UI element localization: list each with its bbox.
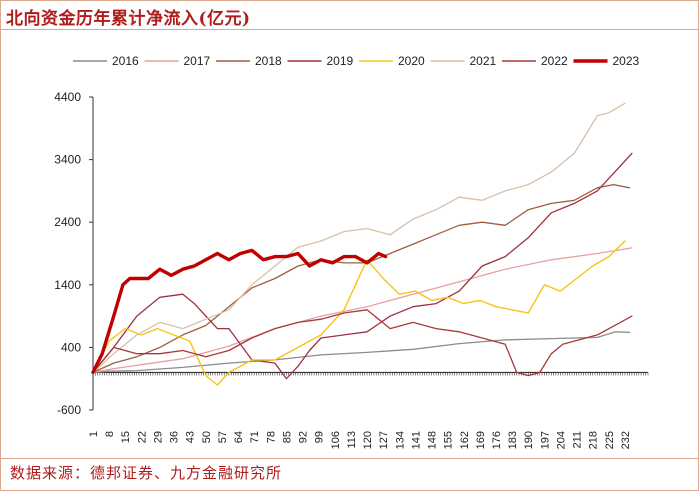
y-tick-label: 400 [61,340,81,354]
x-tick-label: 85 [281,431,293,443]
source-divider [0,458,699,459]
legend-label-2022: 2022 [541,54,568,68]
x-tick-label: 169 [475,431,487,449]
x-tick-label: 204 [555,431,567,449]
x-tick-label: 1 [88,431,100,437]
x-tick-label: 162 [459,431,471,449]
x-tick-label: 29 [152,431,164,443]
x-tick-label: 8 [104,431,116,437]
x-tick-label: 106 [330,431,342,449]
x-tick-label: 197 [539,431,551,449]
title-divider [0,29,699,30]
x-tick-label: 99 [314,431,326,443]
x-tick-label: 71 [249,431,261,443]
x-tick-label: 78 [265,431,277,443]
y-axis: -600 400 1400 2400 3400 4400 [54,90,94,417]
x-tick-label: 155 [443,431,455,449]
legend-label-2017: 2017 [184,54,211,68]
y-tick-label: -600 [57,403,81,417]
series-line-2021 [92,102,626,374]
x-tick-label: 127 [378,431,390,449]
x-tick-label: 148 [427,431,439,449]
series-line-2018 [92,183,631,374]
x-tick-label: 22 [136,431,148,443]
series-line-2022 [92,309,633,377]
legend: 2016 2017 2018 2019 2020 2021 2022 2023 [73,54,640,68]
x-axis: 1 8 15 22 29 36 43 50 57 64 71 78 85 92 99 106 113 120 127… [88,371,649,449]
x-tick-label: 225 [604,431,616,449]
x-tick-label: 141 [410,431,422,449]
y-tick-label: 3400 [54,153,81,167]
legend-label-2018: 2018 [255,54,282,68]
series-line-2017 [92,247,633,374]
legend-label-2020: 2020 [398,54,425,68]
series-line-2023 [91,248,388,375]
x-tick-label: 218 [588,431,600,449]
x-tick-label: 92 [298,431,310,443]
legend-label-2019: 2019 [327,54,354,68]
y-tick-label: 2400 [54,215,81,229]
series-line-2019 [92,152,633,380]
x-tick-label: 232 [620,431,632,449]
chart-title: 北向资金历年累计净流入(亿元) [6,9,251,29]
x-tick-label: 176 [491,431,503,449]
series-lines [91,102,633,386]
legend-label-2021: 2021 [470,54,497,68]
x-tick-label: 113 [346,431,358,449]
legend-label-2023: 2023 [613,54,640,68]
y-tick-label: 4400 [54,90,81,104]
series-line-2020 [92,240,626,386]
chart-canvas: 2016 2017 2018 2019 2020 2021 2022 2023 -600 400… [54,54,649,449]
x-tick-label: 36 [169,431,181,443]
x-tick-label: 15 [120,431,132,443]
x-tick-label: 183 [507,431,519,449]
x-tick-label: 57 [217,431,229,443]
legend-label-2016: 2016 [112,54,139,68]
x-tick-label: 50 [201,431,213,443]
y-tick-label: 1400 [54,278,81,292]
x-tick-label: 211 [572,431,584,449]
x-tick-label: 64 [233,431,245,443]
x-tick-label: 134 [394,431,406,449]
source-note: 数据来源：德邦证券、九方金融研究所 [10,464,283,482]
series-line-2016 [92,331,631,374]
x-tick-label: 190 [523,431,535,449]
x-tick-label: 43 [185,431,197,443]
x-tick-label: 120 [362,431,374,449]
